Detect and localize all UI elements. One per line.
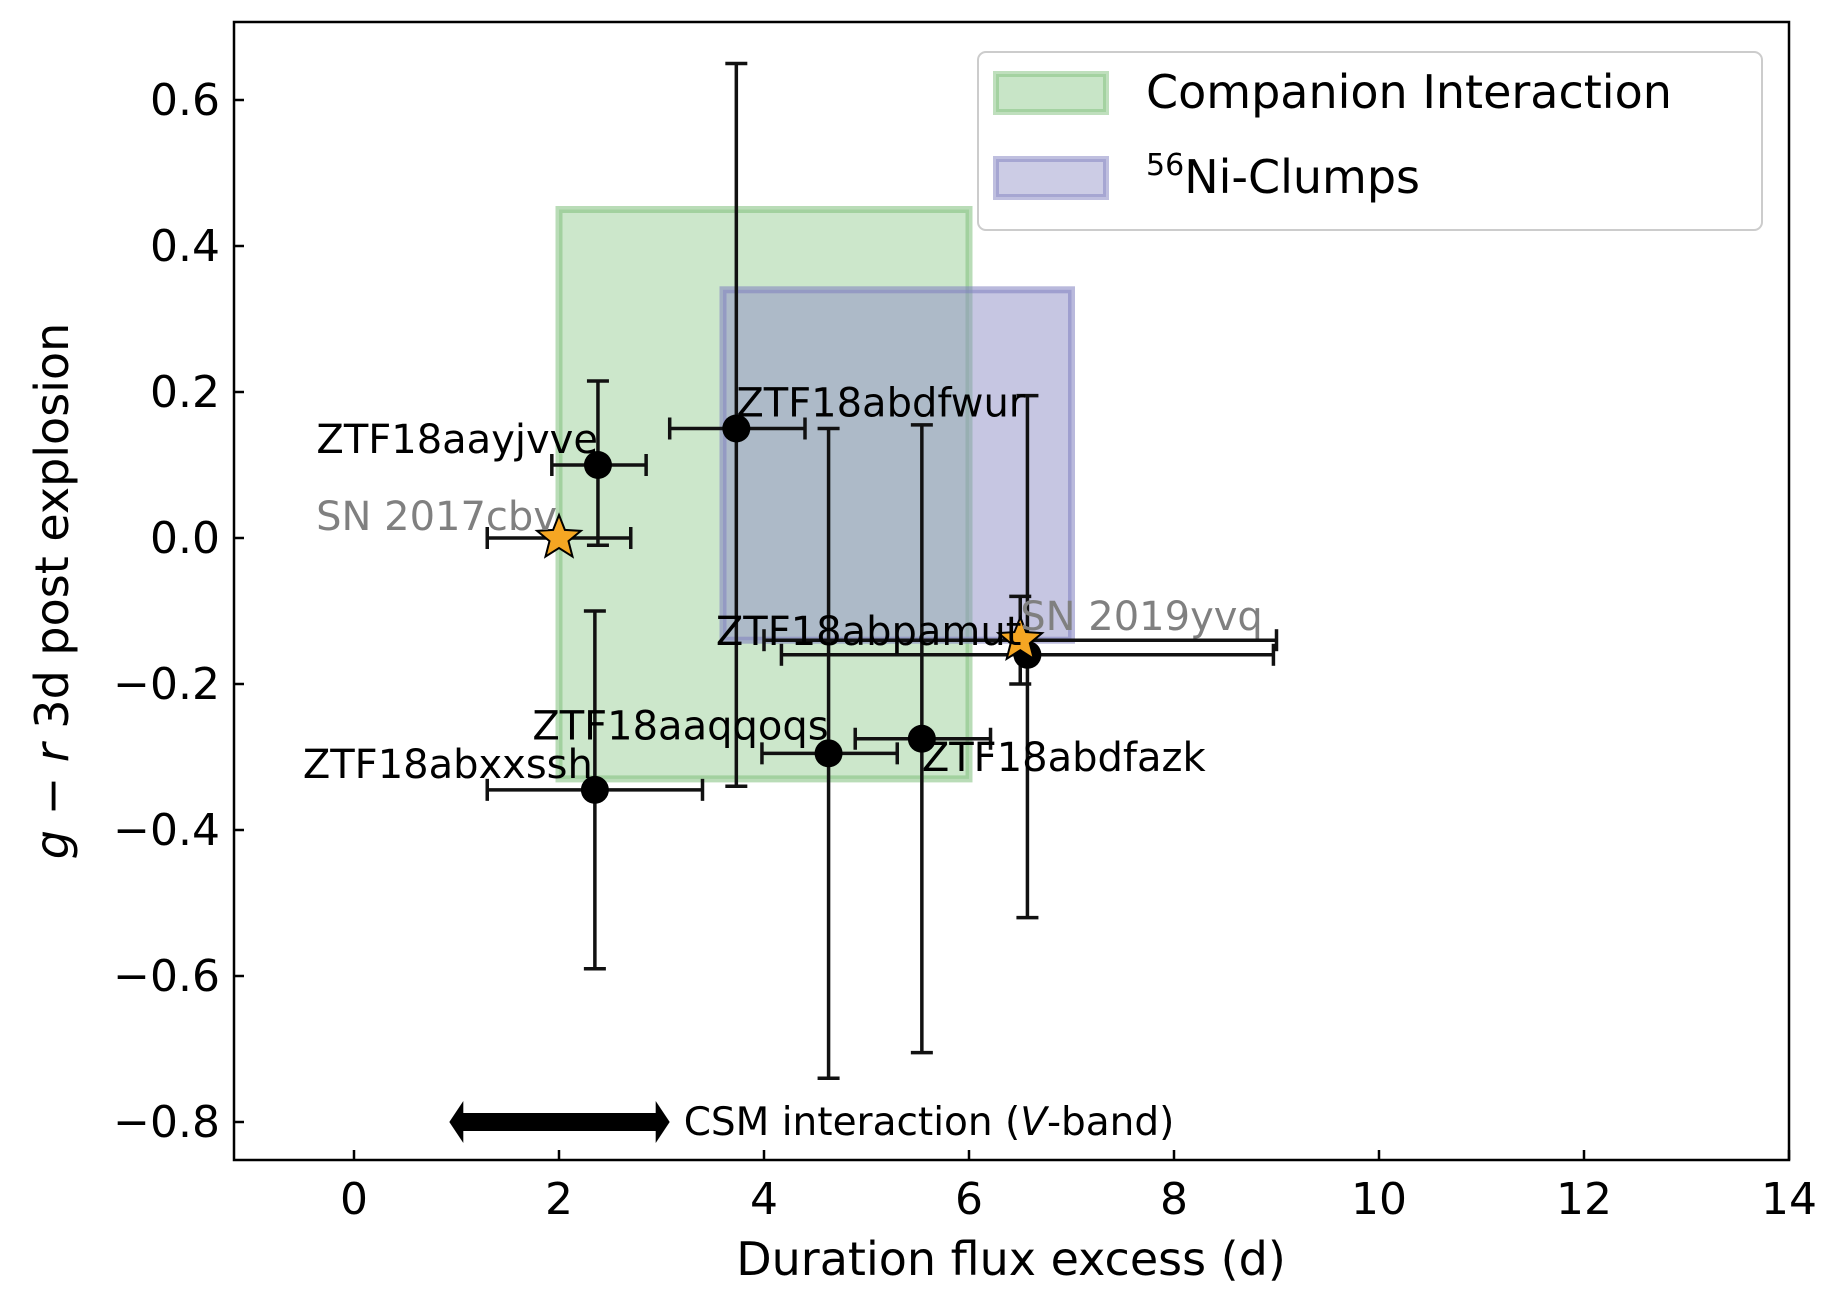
label-ztf18aaqqoqs: ZTF18aaqqoqs [532, 703, 828, 749]
legend-ni-superscript: 56 [1146, 148, 1184, 183]
y-label-r: r [25, 740, 79, 762]
x-tick-label-6: 6 [955, 1174, 983, 1225]
region-56ni-clumps [719, 286, 1075, 644]
markers-layer [534, 414, 1045, 804]
legend-box [977, 51, 1763, 231]
marker-point-ztf18aayjvve [583, 451, 612, 479]
x-tick-label-4: 4 [750, 1174, 778, 1225]
legend-ni-text: Ni-Clumps [1184, 150, 1420, 204]
label-sn-2019yvq: SN 2019yvq [1020, 594, 1263, 640]
x-axis-label: Duration flux excess (d) [736, 1232, 1286, 1286]
csm-text-after: -band) [1047, 1100, 1174, 1145]
plot-frame [232, 20, 1791, 1162]
x-tick-label-10: 10 [1351, 1174, 1407, 1225]
label-ztf18abpamut: ZTF18abpamut [716, 609, 1022, 655]
point-labels-layer: ZTF18aayjvve ZTF18abdfwur ZTF18abpamut ZTF1… [303, 381, 1263, 788]
marker-star-sn-2019yvq [995, 614, 1045, 662]
csm-annotation: CSM interaction (V-band) [449, 1100, 1174, 1145]
label-ztf18abxxssh: ZTF18abxxssh [303, 742, 593, 788]
legend-label-companion: Companion Interaction [1146, 65, 1672, 119]
y-tick-label--0.2: −0.2 [113, 659, 220, 710]
marker-point-ztf18abxxssh [580, 775, 609, 804]
y-label-rest: 3d post explosion [25, 323, 79, 744]
x-axis-ticks: 0 2 4 6 8 10 12 14 [340, 1150, 1817, 1225]
x-tick-label-8: 8 [1160, 1174, 1188, 1225]
csm-arrow-left-head [449, 1101, 464, 1143]
y-tick-label-0: 0.0 [150, 513, 220, 564]
marker-point-ztf18abdfazk [907, 724, 936, 753]
legend-swatch-ni-clumps [993, 156, 1109, 200]
y-label-minus: − [25, 762, 79, 830]
y-tick-label-0.2: 0.2 [150, 367, 220, 418]
csm-annotation-text: CSM interaction (V-band) [684, 1100, 1175, 1145]
csm-text-before: CSM interaction ( [684, 1100, 1021, 1145]
csm-text-italic: V [1020, 1100, 1049, 1145]
y-tick-label--0.4: −0.4 [113, 805, 220, 856]
x-tick-label-12: 12 [1556, 1174, 1612, 1225]
marker-star-sn-2017cbv [534, 512, 584, 559]
x-tick-label-0: 0 [340, 1174, 368, 1225]
marker-point-ztf18abdfwur [722, 414, 751, 443]
legend: Companion Interaction 56Ni-Clumps [977, 51, 1763, 231]
label-sn-2017cbv: SN 2017cbv [316, 494, 557, 540]
x-tick-label-14: 14 [1761, 1174, 1817, 1225]
label-ztf18abdfwur: ZTF18abdfwur [736, 381, 1025, 427]
label-ztf18abdfazk: ZTF18abdfazk [922, 735, 1207, 781]
y-tick-label--0.8: −0.8 [113, 1097, 220, 1148]
csm-arrow-right-head [655, 1101, 670, 1143]
y-tick-label--0.6: −0.6 [113, 951, 220, 1002]
y-label-g: g [25, 830, 79, 859]
regions-layer [555, 206, 1075, 783]
legend-swatch-companion [993, 71, 1109, 115]
legend-label-ni-clumps: 56Ni-Clumps [1146, 148, 1420, 204]
y-tick-label-0.6: 0.6 [150, 75, 220, 126]
x-tick-label-2: 2 [545, 1174, 573, 1225]
y-axis-label: g − r 3d post explosion [25, 323, 79, 859]
y-tick-label-0.4: 0.4 [150, 221, 220, 272]
y-axis-ticks: 0.6 0.4 0.2 0.0 −0.2 −0.4 −0.6 −0.8 [113, 75, 244, 1148]
marker-point-ztf18aaqqoqs [814, 739, 843, 768]
label-ztf18aayjvve: ZTF18aayjvve [316, 417, 598, 463]
